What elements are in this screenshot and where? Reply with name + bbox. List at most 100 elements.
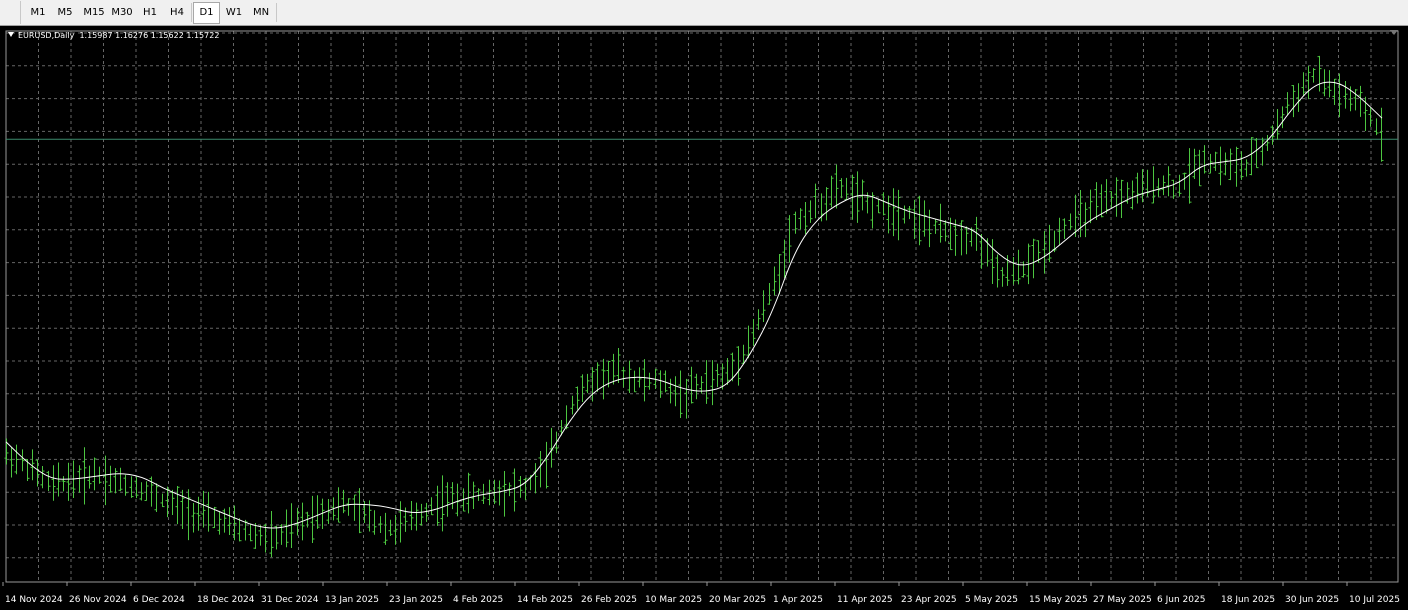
- ohlc-bar: [564, 405, 569, 430]
- ohlc-bar: [715, 363, 720, 388]
- ohlc-bar: [570, 395, 575, 415]
- ohlc-bar: [393, 514, 398, 545]
- dropdown-triangle-icon[interactable]: [8, 32, 14, 37]
- ohlc-bar: [1275, 108, 1280, 140]
- ohlc-bar: [694, 373, 699, 400]
- ohlc-bar: [590, 367, 595, 402]
- timeframe-w1-button[interactable]: W1: [225, 7, 243, 18]
- timeframe-m5-button[interactable]: M5: [57, 7, 73, 18]
- ohlc-bar: [1265, 135, 1270, 151]
- ohlc-bar: [1166, 166, 1171, 197]
- ohlc-bar: [341, 489, 346, 514]
- timeframe-h1-button[interactable]: H1: [143, 7, 157, 18]
- x-tick-label: 18 Jun 2025: [1221, 595, 1275, 605]
- ohlc-bar: [922, 200, 927, 237]
- ohlc-bar: [82, 447, 87, 505]
- ohlc-bar: [201, 490, 206, 528]
- ohlc-bar: [315, 495, 320, 529]
- ohlc-bar: [1099, 184, 1104, 218]
- ohlc-bar: [616, 347, 621, 384]
- ohlc-bar: [1244, 159, 1249, 177]
- ohlc-bar: [326, 499, 331, 525]
- ohlc-bar: [964, 226, 969, 255]
- ohlc-bar: [346, 498, 351, 516]
- ohlc-bar: [409, 500, 414, 531]
- ohlc-bar: [917, 195, 922, 246]
- price-chart[interactable]: 14 Nov 2024 26 Nov 2024 6 Dec 2024 18 Dec 2…: [0, 27, 1408, 610]
- ohlc-bar: [1368, 107, 1373, 127]
- ohlc-bar: [642, 359, 647, 402]
- ohlc-bar: [1182, 172, 1187, 190]
- ohlc-bar: [943, 220, 948, 242]
- ohlc-bar: [35, 459, 40, 487]
- ohlc-bar: [269, 511, 274, 558]
- ohlc-bar: [580, 374, 585, 403]
- ohlc-bar: [1119, 179, 1124, 219]
- timeframe-d1-button[interactable]: D1: [193, 2, 220, 24]
- x-tick-label: 13 Jan 2025: [325, 595, 379, 605]
- x-tick-label: 10 Mar 2025: [645, 595, 702, 605]
- ohlc-bar: [46, 470, 51, 492]
- ohlc-bar: [870, 192, 875, 229]
- timeframe-m15-button[interactable]: M15: [83, 7, 105, 18]
- ohlc-bar: [1379, 107, 1384, 162]
- chart-shift-icon[interactable]: [1390, 30, 1398, 35]
- ohlc-bar: [704, 360, 709, 404]
- ohlc-bar: [595, 362, 600, 392]
- ohlc-bar: [1213, 151, 1218, 171]
- ohlc-bar: [1135, 172, 1140, 204]
- ohlc-bar: [1000, 267, 1005, 287]
- x-tick-label: 11 Apr 2025: [837, 595, 893, 605]
- ohlc-bar: [787, 215, 792, 263]
- ohlc-bar: [710, 360, 715, 406]
- ohlc-bar: [746, 325, 751, 359]
- ohlc-bar: [357, 488, 362, 534]
- ohlc-bar: [673, 376, 678, 407]
- ohlc-bar: [1161, 175, 1166, 196]
- timeframe-mn-button[interactable]: MN: [252, 7, 270, 18]
- timeframe-h4-button[interactable]: H4: [170, 7, 184, 18]
- timeframe-m30-button[interactable]: M30: [111, 7, 133, 18]
- x-tick-label: 23 Apr 2025: [901, 595, 957, 605]
- ohlc-bar: [336, 487, 341, 523]
- ohlc-bar: [1031, 238, 1036, 279]
- ohlc-bar: [1249, 137, 1254, 176]
- ohlc-bar: [902, 205, 907, 224]
- ohlc-bar: [678, 370, 683, 419]
- ohlc-bar: [829, 175, 834, 208]
- ohlc-bar: [1021, 261, 1026, 278]
- ohlc-bar: [538, 451, 543, 488]
- ohlc-bar: [227, 507, 232, 535]
- ohlc-bar: [533, 463, 538, 494]
- ohlc-bar: [876, 198, 881, 214]
- ohlc-bar: [663, 370, 668, 393]
- ohlc-bar: [808, 200, 813, 223]
- ohlc-bar: [1042, 230, 1047, 274]
- ohlc-bar: [1332, 78, 1337, 106]
- ohlc-bar: [907, 205, 912, 220]
- ohlc-bar: [1151, 166, 1156, 204]
- ohlc-bar: [1254, 138, 1259, 169]
- ohlc-bar: [476, 488, 481, 501]
- ohlc-bar: [927, 209, 932, 248]
- timeframe-m1-button[interactable]: M1: [30, 7, 46, 18]
- ohlc-bar: [284, 509, 289, 548]
- ohlc-bar: [134, 476, 139, 499]
- ohlc-bar: [253, 523, 258, 549]
- ohlc-bar: [1260, 137, 1265, 166]
- ohlc-bar: [66, 462, 71, 501]
- ohlc-bar: [736, 346, 741, 386]
- ohlc-bar: [1114, 177, 1119, 217]
- ohlc-bar: [684, 378, 689, 419]
- ohlc-bar: [212, 506, 217, 529]
- x-tick-label: 30 Jun 2025: [1285, 595, 1339, 605]
- ohlc-bar: [1104, 179, 1109, 214]
- ohlc-bar: [20, 449, 25, 472]
- toolbar-handle[interactable]: [20, 1, 21, 24]
- ohlc-bar: [289, 503, 294, 548]
- chart-area[interactable]: 14 Nov 2024 26 Nov 2024 6 Dec 2024 18 Dec 2…: [0, 27, 1408, 610]
- ohlc-bar: [793, 211, 798, 234]
- ohlc-bar: [429, 497, 434, 516]
- ohlc-bar: [1311, 68, 1316, 83]
- toolbar-separator: [276, 3, 277, 22]
